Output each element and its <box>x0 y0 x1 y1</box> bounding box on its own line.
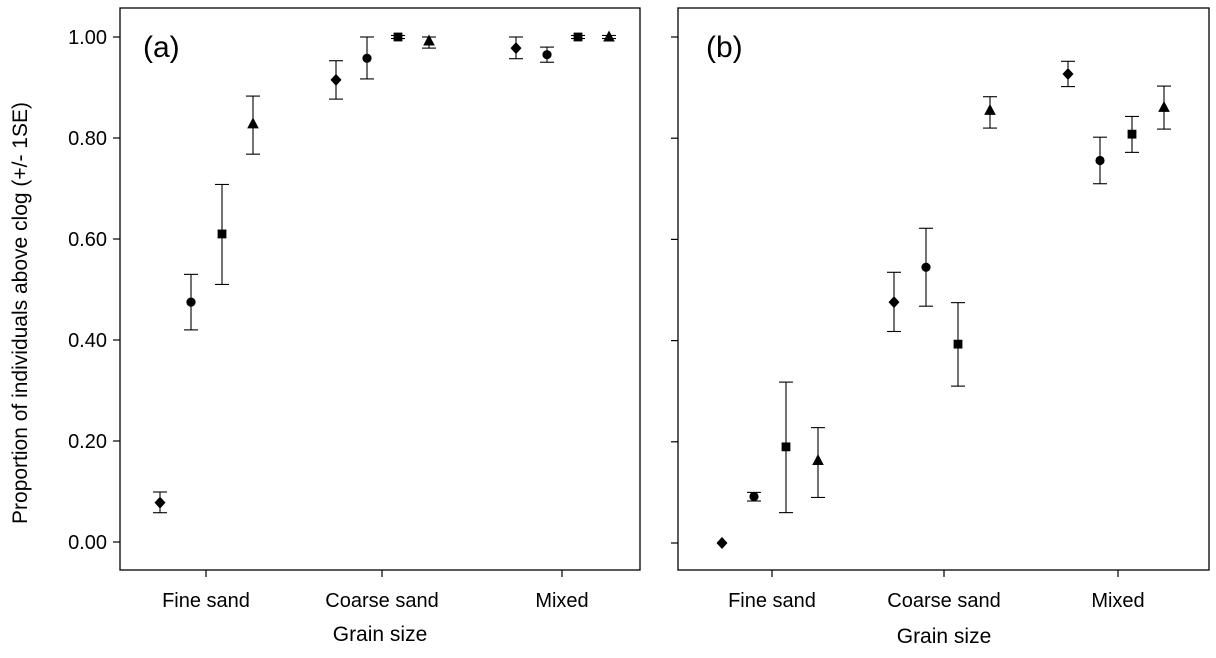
point-triangle <box>423 34 435 46</box>
x-tick-label: Coarse sand <box>325 590 438 612</box>
y-tick-label: 1.00 <box>68 27 107 49</box>
point-diamond <box>330 73 342 86</box>
point-square <box>393 32 403 42</box>
panel-a-frame <box>119 7 641 571</box>
point-circle <box>542 50 552 60</box>
x-tick-label: Fine sand <box>162 590 250 612</box>
panel-a-x-axis-title: Grain size <box>333 623 428 646</box>
panel-b-marks <box>716 60 1171 549</box>
x-tick-label: Fine sand <box>728 590 816 612</box>
panel-b-x-axis-title: Grain size <box>897 625 992 648</box>
point-square <box>1127 129 1137 139</box>
point-square <box>781 442 791 452</box>
point-square <box>953 339 963 349</box>
x-tick-label: Mixed <box>1091 590 1144 612</box>
y-tick-label: 0.00 <box>68 532 107 554</box>
point-diamond <box>716 537 728 549</box>
x-tick-label: Mixed <box>535 590 588 612</box>
point-circle <box>921 262 931 272</box>
point-circle <box>362 53 372 63</box>
panel-a-marks <box>153 30 616 514</box>
point-circle <box>749 491 759 502</box>
x-tick-label: Coarse sand <box>887 590 1000 612</box>
panel-b: (b) Grain size Fine sand Coarse sand Mixed <box>671 7 1210 648</box>
point-triangle <box>984 103 996 115</box>
point-triangle <box>247 117 259 129</box>
point-circle <box>1095 155 1105 166</box>
panel-a-label: (a) <box>143 31 180 64</box>
y-tick-label: 0.40 <box>68 330 107 352</box>
point-triangle <box>812 454 824 466</box>
panel-a-ticks: 0.00 0.20 0.40 0.60 0.80 1.00 Fine sand Coarse … <box>68 27 589 612</box>
y-tick-label: 0.60 <box>68 229 107 251</box>
point-triangle <box>603 30 615 42</box>
panel-b-ticks: Fine sand Coarse sand Mixed <box>671 36 1145 612</box>
point-circle <box>186 297 196 307</box>
point-square <box>217 229 227 239</box>
y-tick-label: 0.80 <box>68 128 107 150</box>
y-tick-label: 0.20 <box>68 431 107 453</box>
point-diamond <box>888 296 900 309</box>
point-diamond <box>1062 67 1074 80</box>
panel-b-frame <box>677 7 1210 571</box>
panel-a: (a) Grain size 0.00 0.20 0.40 0.60 0.80 1.00 F… <box>68 7 641 646</box>
point-square <box>573 32 583 42</box>
point-diamond <box>154 496 166 509</box>
y-axis-title: Proportion of individuals above clog (+/… <box>9 102 32 524</box>
point-triangle <box>1158 100 1170 112</box>
panel-b-label: (b) <box>706 31 743 64</box>
point-diamond <box>510 42 522 55</box>
